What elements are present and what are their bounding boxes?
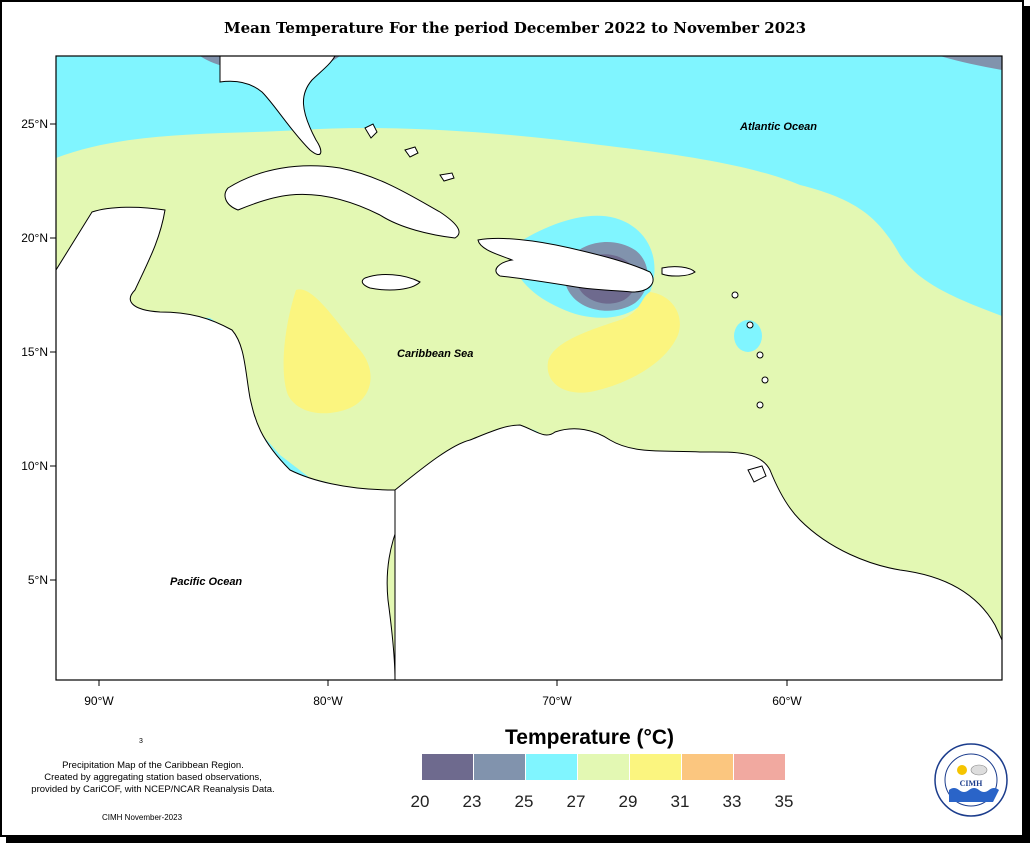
legend-swatch bbox=[682, 754, 734, 780]
legend-swatch bbox=[734, 754, 786, 780]
band-25-27-antilles bbox=[734, 320, 762, 352]
lat-label-5: 5°N bbox=[28, 573, 48, 587]
map-plot-border bbox=[55, 55, 1003, 681]
legend-tick-label: 33 bbox=[722, 792, 742, 811]
legend-title: Temperature (°C) bbox=[505, 726, 675, 749]
legend-swatch bbox=[474, 754, 526, 780]
credit-line: CIMH November-2023 bbox=[102, 813, 183, 822]
legend-tick-label: 31 bbox=[670, 792, 690, 811]
label-atlantic-ocean: Atlantic Ocean bbox=[739, 121, 817, 133]
land-central-america bbox=[56, 206, 406, 680]
legend-tick-label: 20 bbox=[410, 792, 430, 811]
frame-shadow-right bbox=[1024, 6, 1030, 843]
band-23-25-ne bbox=[940, 56, 1002, 70]
lat-label-25: 25°N bbox=[21, 117, 48, 131]
band-29-31-west bbox=[283, 289, 371, 414]
lon-label-90: 90°W bbox=[84, 694, 114, 708]
lat-label-20: 20°N bbox=[21, 231, 48, 245]
land-trinidad bbox=[747, 465, 767, 483]
legend-tick-label: 25 bbox=[514, 792, 534, 811]
land-florida bbox=[219, 56, 336, 155]
legend-swatch bbox=[630, 754, 682, 780]
logo-label: CIMH bbox=[960, 779, 983, 788]
land-bahamas bbox=[364, 123, 378, 139]
legend-tick-label: 35 bbox=[774, 792, 794, 811]
map-title: Mean Temperature For the period December… bbox=[223, 19, 807, 37]
land-hispaniola bbox=[477, 237, 654, 293]
legend-tick-label: 29 bbox=[618, 792, 638, 811]
sun-icon bbox=[957, 765, 967, 775]
land-bahamas-2 bbox=[404, 146, 419, 158]
land-antilles-2 bbox=[746, 321, 754, 329]
cloud-icon bbox=[970, 764, 988, 776]
land-jamaica bbox=[361, 274, 421, 291]
land-antilles-5 bbox=[756, 401, 764, 409]
legend-color-bar bbox=[422, 754, 786, 780]
lon-axis: 90°W 80°W 70°W 60°W bbox=[84, 680, 802, 708]
lon-label-60: 60°W bbox=[772, 694, 802, 708]
legend-swatch bbox=[526, 754, 578, 780]
legend-ticks: 20 23 25 27 29 31 33 35 bbox=[400, 792, 820, 816]
land-antilles-4 bbox=[761, 376, 769, 384]
land-puerto-rico bbox=[661, 266, 696, 277]
land bbox=[56, 56, 1002, 680]
lon-label-80: 80°W bbox=[313, 694, 343, 708]
label-caribbean-sea: Caribbean Sea bbox=[397, 348, 473, 360]
waves-icon bbox=[949, 788, 999, 802]
note-number: 3 bbox=[139, 738, 143, 745]
label-pacific-ocean: Pacific Ocean bbox=[170, 576, 242, 588]
data-source-note: Precipitation Map of the Caribbean Regio… bbox=[31, 760, 275, 795]
lat-label-10: 10°N bbox=[21, 459, 48, 473]
land-antilles-3 bbox=[756, 351, 764, 359]
lon-label-70: 70°W bbox=[542, 694, 572, 708]
legend-tick-label: 23 bbox=[462, 792, 482, 811]
cimh-logo: CIMH bbox=[934, 743, 1008, 817]
map-plot-area bbox=[56, 56, 1002, 680]
land-bahamas-3 bbox=[439, 172, 455, 182]
lat-axis: 25°N 20°N 15°N 10°N 5°N bbox=[21, 117, 56, 587]
legend-tick-label: 27 bbox=[566, 792, 586, 811]
legend-swatch bbox=[422, 754, 474, 780]
land-antilles-1 bbox=[731, 291, 739, 299]
band-29-31-east bbox=[547, 292, 680, 393]
lat-label-15: 15°N bbox=[21, 345, 48, 359]
land-south-america bbox=[394, 424, 1002, 680]
legend-swatch bbox=[578, 754, 630, 780]
frame-shadow-bottom bbox=[6, 837, 1030, 843]
land-cuba bbox=[224, 165, 460, 239]
